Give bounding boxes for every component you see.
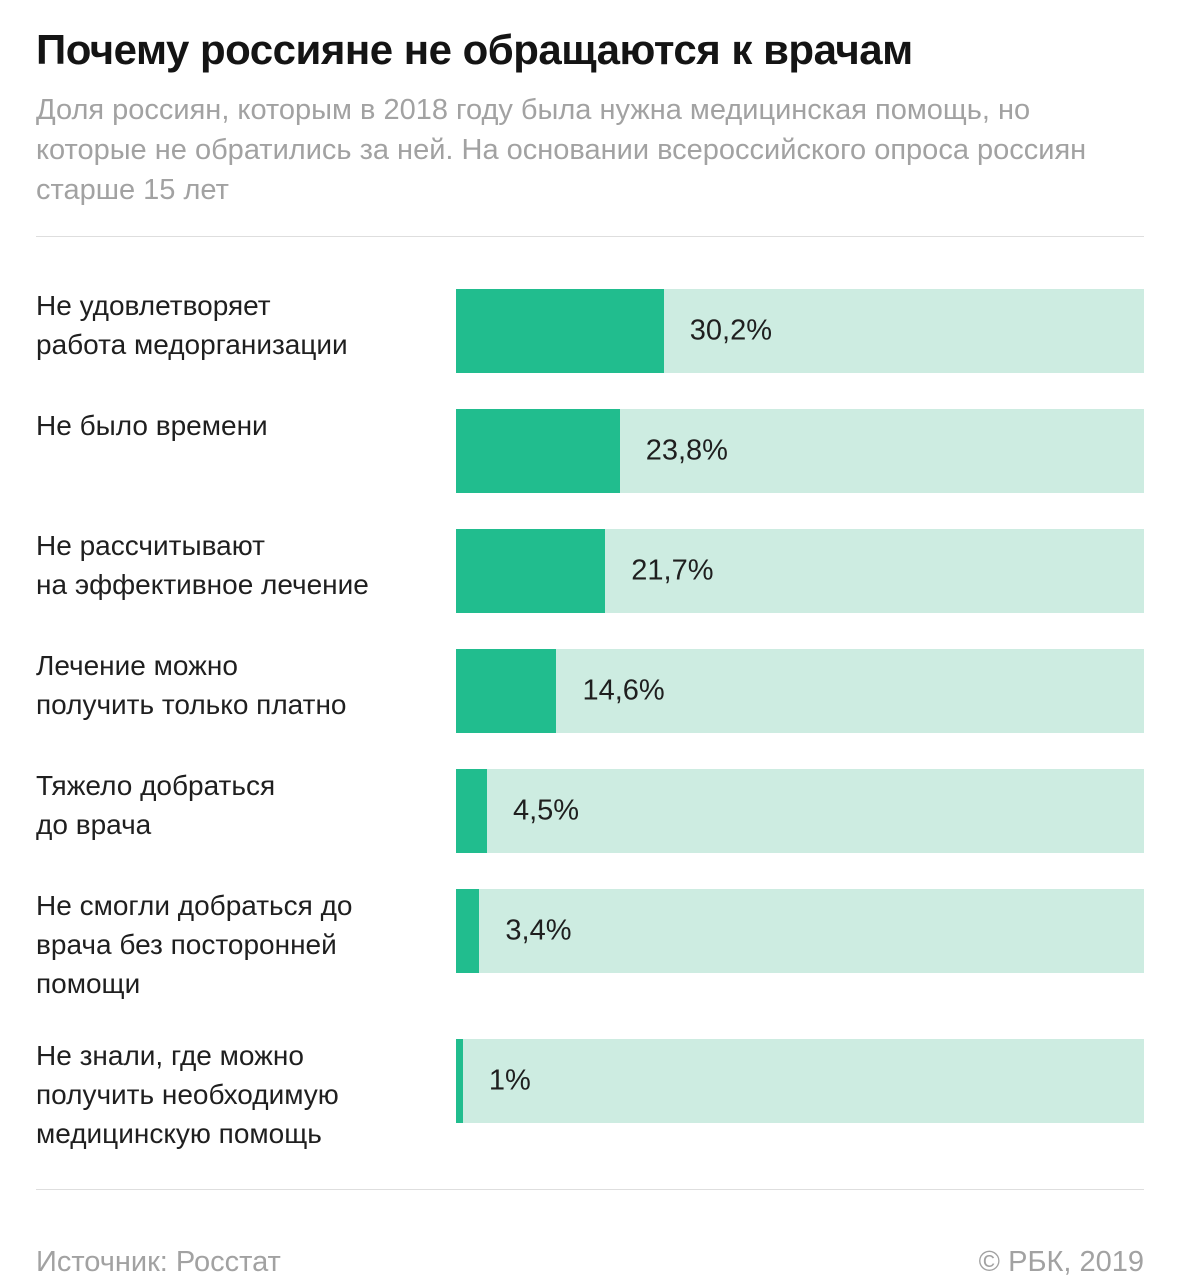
category-label: Тяжело добраться до врача xyxy=(36,770,276,841)
bar-track: 14,6% xyxy=(456,649,1144,734)
value-label: 14,6% xyxy=(582,674,665,707)
value-label: 30,2% xyxy=(689,314,772,347)
bar-fill xyxy=(456,769,487,854)
header-divider xyxy=(36,236,1144,238)
chart-subtitle: Доля россиян, которым в 2018 году была н… xyxy=(36,94,1087,207)
value-label: 4,5% xyxy=(512,794,580,827)
category-label: Не знали, где можно получить необходимую… xyxy=(36,1040,339,1150)
category-label: Не было времени xyxy=(36,410,268,442)
value-label: 23,8% xyxy=(645,434,728,467)
source-label: Источник: Росстат xyxy=(36,1246,281,1276)
bar-row: Тяжело добраться до врача 4,5% xyxy=(36,769,1144,854)
category-label: Не смогли добраться до врача без посторо… xyxy=(36,890,353,1000)
bar-fill xyxy=(456,289,664,374)
bar-row: Не было времени 23,8% xyxy=(36,409,1144,494)
bar-track: 4,5% xyxy=(456,769,1144,854)
bar-track: 1% xyxy=(456,1039,1144,1124)
footer-divider xyxy=(36,1189,1144,1191)
category-label: Не рассчитывают на эффективное лечение xyxy=(36,530,369,601)
bar-row: Не знали, где можно получить необходимую… xyxy=(36,1039,1144,1153)
bar-fill xyxy=(456,889,480,974)
bar-row: Не рассчитывают на эффективное лечение 2… xyxy=(36,529,1144,614)
bar-track: 30,2% xyxy=(456,289,1144,374)
chart-header: Почему россияне не обращаются к врачам Д… xyxy=(36,26,1144,210)
chart-title: Почему россияне не обращаются к врачам xyxy=(36,26,913,73)
bar-row: Лечение можно получить только платно 14,… xyxy=(36,649,1144,734)
copyright-label: © РБК, 2019 xyxy=(978,1246,1144,1276)
bar-row: Не удовлетворяет работа медорганизации 3… xyxy=(36,289,1144,374)
category-label: Не удовлетворяет работа медорганизации xyxy=(36,290,348,361)
value-label: 21,7% xyxy=(631,554,714,587)
chart-footer: Источник: Росстат © РБК, 2019 xyxy=(36,1220,1144,1276)
bar-track: 23,8% xyxy=(456,409,1144,494)
value-label: 1% xyxy=(488,1064,531,1097)
bar-row: Не смогли добраться до врача без посторо… xyxy=(36,889,1144,1003)
bar-track: 21,7% xyxy=(456,529,1144,614)
value-label: 3,4% xyxy=(505,914,572,947)
bar-fill xyxy=(456,409,620,494)
bar-track: 3,4% xyxy=(456,889,1144,974)
category-label: Лечение можно получить только платно xyxy=(36,650,347,721)
bar-fill xyxy=(456,1039,463,1124)
bar-fill xyxy=(456,649,557,734)
bar-fill xyxy=(456,529,606,614)
bar-chart: Не удовлетворяет работа медорганизации 3… xyxy=(36,289,1144,1153)
